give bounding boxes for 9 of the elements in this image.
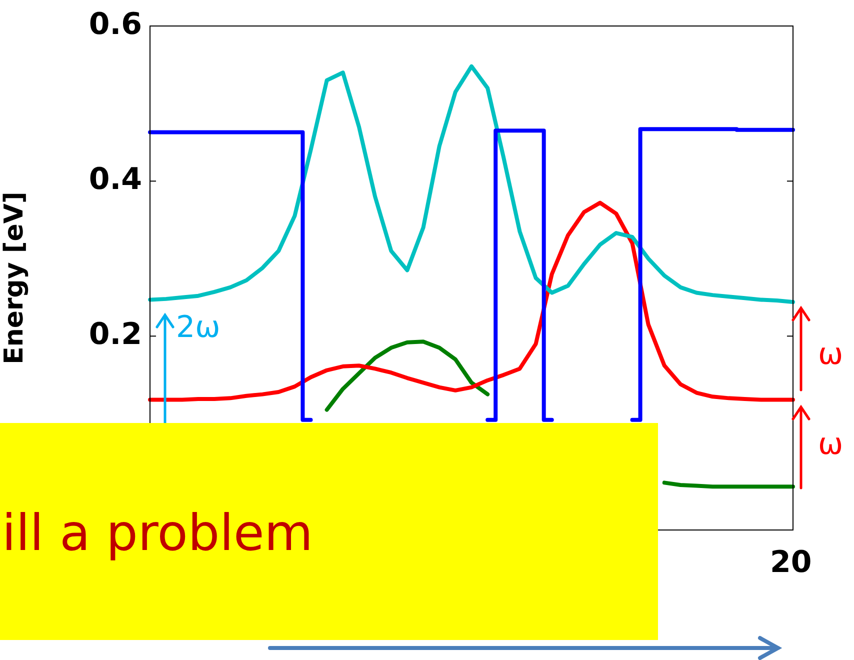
y-tick-label: 0.2 <box>88 316 142 352</box>
annotation: ill a problem <box>2 504 313 562</box>
y-tick-label: 0.6 <box>88 6 142 42</box>
y-tick-label: 0.4 <box>88 162 142 197</box>
text: 20 <box>770 545 812 580</box>
text: ω <box>818 427 844 462</box>
annotation: 2ω <box>176 310 220 345</box>
y-axis-title: Energy [eV] <box>0 192 30 364</box>
text: ω <box>818 337 844 372</box>
